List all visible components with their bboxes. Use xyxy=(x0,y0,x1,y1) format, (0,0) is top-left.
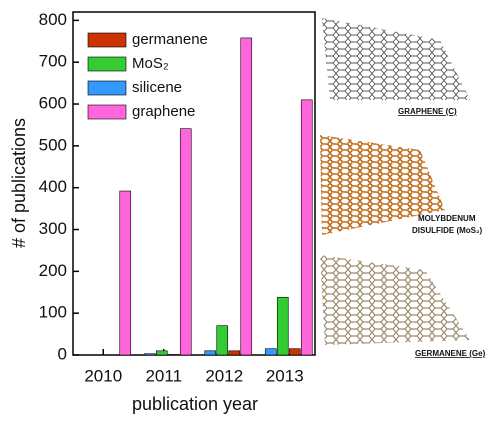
legend-label: MoS₂ xyxy=(132,55,169,72)
legend-swatch xyxy=(88,57,126,71)
y-tick-label: 300 xyxy=(39,219,67,238)
bar xyxy=(217,326,228,355)
y-axis-label: # of publications xyxy=(9,118,29,248)
bar xyxy=(301,100,312,355)
bar xyxy=(156,351,167,355)
bar xyxy=(205,351,216,355)
x-tick-label: 2013 xyxy=(266,366,304,385)
graphene-lattice xyxy=(322,18,470,100)
bar xyxy=(241,38,252,355)
legend-swatch xyxy=(88,33,126,47)
bar xyxy=(289,349,300,355)
germanene-lattice xyxy=(320,255,470,345)
x-tick-label: 2012 xyxy=(205,366,243,385)
y-tick-label: 600 xyxy=(39,94,67,113)
bar xyxy=(120,191,131,355)
annotation: DISULFIDE (MoS₂) xyxy=(412,226,483,235)
legend-label: silicene xyxy=(132,79,182,96)
legend-label: graphene xyxy=(132,103,195,120)
annotation: GERMANENE (Ge) xyxy=(415,349,486,358)
legend-swatch xyxy=(88,81,126,95)
x-axis-label: publication year xyxy=(132,394,258,414)
y-tick-label: 400 xyxy=(39,177,67,196)
x-tick-label: 2010 xyxy=(84,366,122,385)
bar xyxy=(277,297,288,355)
y-tick-label: 200 xyxy=(39,261,67,280)
annotation: MOLYBDENUM xyxy=(418,214,476,223)
y-tick-label: 0 xyxy=(58,344,67,363)
legend-swatch xyxy=(88,105,126,119)
annotation: GRAPHENE (C) xyxy=(398,107,457,116)
y-tick-label: 100 xyxy=(39,303,67,322)
y-tick-label: 700 xyxy=(39,52,67,71)
bar xyxy=(265,349,276,355)
bar xyxy=(180,129,191,355)
y-tick-label: 500 xyxy=(39,135,67,154)
y-tick-label: 800 xyxy=(39,10,67,29)
x-tick-label: 2011 xyxy=(145,366,182,385)
legend-label: germanene xyxy=(132,31,208,48)
bar xyxy=(144,354,155,355)
bar xyxy=(229,351,240,355)
